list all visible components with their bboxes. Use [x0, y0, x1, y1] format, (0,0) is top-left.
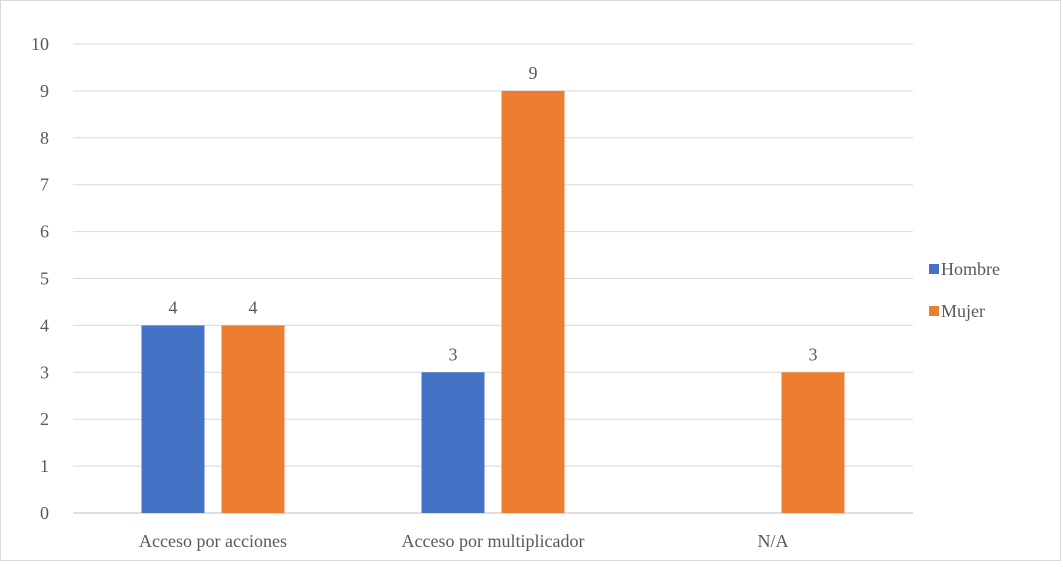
y-tick-label: 9 — [40, 81, 49, 101]
y-tick-label: 5 — [40, 269, 49, 289]
y-tick-label: 2 — [40, 409, 49, 429]
data-label: 3 — [449, 344, 458, 364]
data-label: 4 — [169, 297, 178, 317]
y-tick-label: 6 — [40, 222, 49, 242]
x-category-label: N/A — [758, 531, 789, 551]
bars — [141, 90, 845, 514]
legend-label-mujer: Mujer — [941, 301, 985, 321]
data-label: 3 — [809, 344, 818, 364]
legend: Hombre Mujer — [929, 259, 1000, 321]
bar-hombre-1 — [421, 372, 485, 513]
legend-swatch-hombre — [929, 264, 939, 274]
bar-mujer-1 — [501, 90, 565, 514]
y-tick-label: 10 — [31, 34, 49, 54]
data-label: 9 — [529, 63, 538, 83]
y-tick-label: 0 — [40, 503, 49, 523]
legend-label-hombre: Hombre — [941, 259, 1000, 279]
x-axis-categories: Acceso por acciones Acceso por multiplica… — [139, 531, 788, 551]
bar-hombre-0 — [141, 325, 205, 513]
bar-mujer-2 — [781, 372, 845, 513]
y-tick-label: 3 — [40, 362, 49, 382]
y-tick-label: 1 — [40, 456, 49, 476]
data-label: 4 — [249, 297, 258, 317]
y-tick-label: 4 — [40, 315, 49, 335]
y-axis-ticks: 0 1 2 3 4 5 6 7 8 9 10 — [31, 34, 49, 523]
legend-swatch-mujer — [929, 306, 939, 316]
bar-mujer-0 — [221, 325, 285, 513]
x-category-label: Acceso por multiplicador — [402, 531, 585, 551]
y-tick-label: 7 — [40, 175, 49, 195]
y-tick-label: 8 — [40, 128, 49, 148]
x-category-label: Acceso por acciones — [139, 531, 287, 551]
gridlines — [73, 43, 913, 514]
data-labels: 4 4 3 9 3 — [169, 63, 818, 364]
